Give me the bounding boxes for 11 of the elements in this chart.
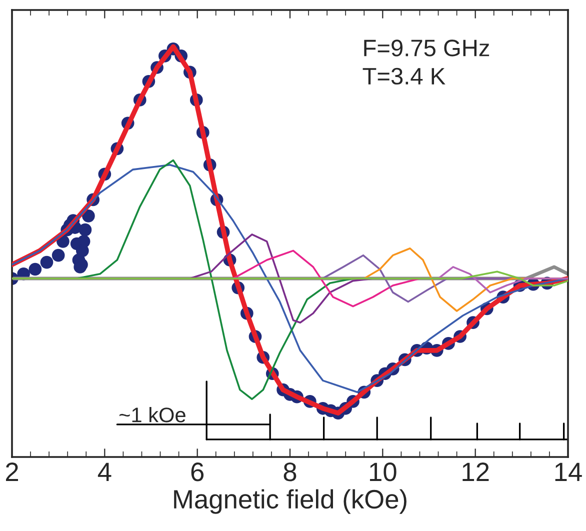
x-tick-label: 10 [370, 462, 396, 482]
annotation: T=3.4 K [362, 68, 446, 85]
annotation: ~1 kOe [120, 407, 186, 422]
annotation: F=9.75 GHz [364, 40, 490, 56]
x-axis-title: Magnetic field (kOe) [174, 489, 406, 514]
x-tick-label: 4 [98, 462, 112, 481]
x-tick-label: 12 [462, 462, 489, 481]
x-tick-label: 6 [191, 462, 204, 482]
x-tick-label: 14 [555, 462, 582, 481]
x-tick-label: 8 [284, 462, 296, 482]
x-tick-label: 2 [6, 462, 18, 481]
